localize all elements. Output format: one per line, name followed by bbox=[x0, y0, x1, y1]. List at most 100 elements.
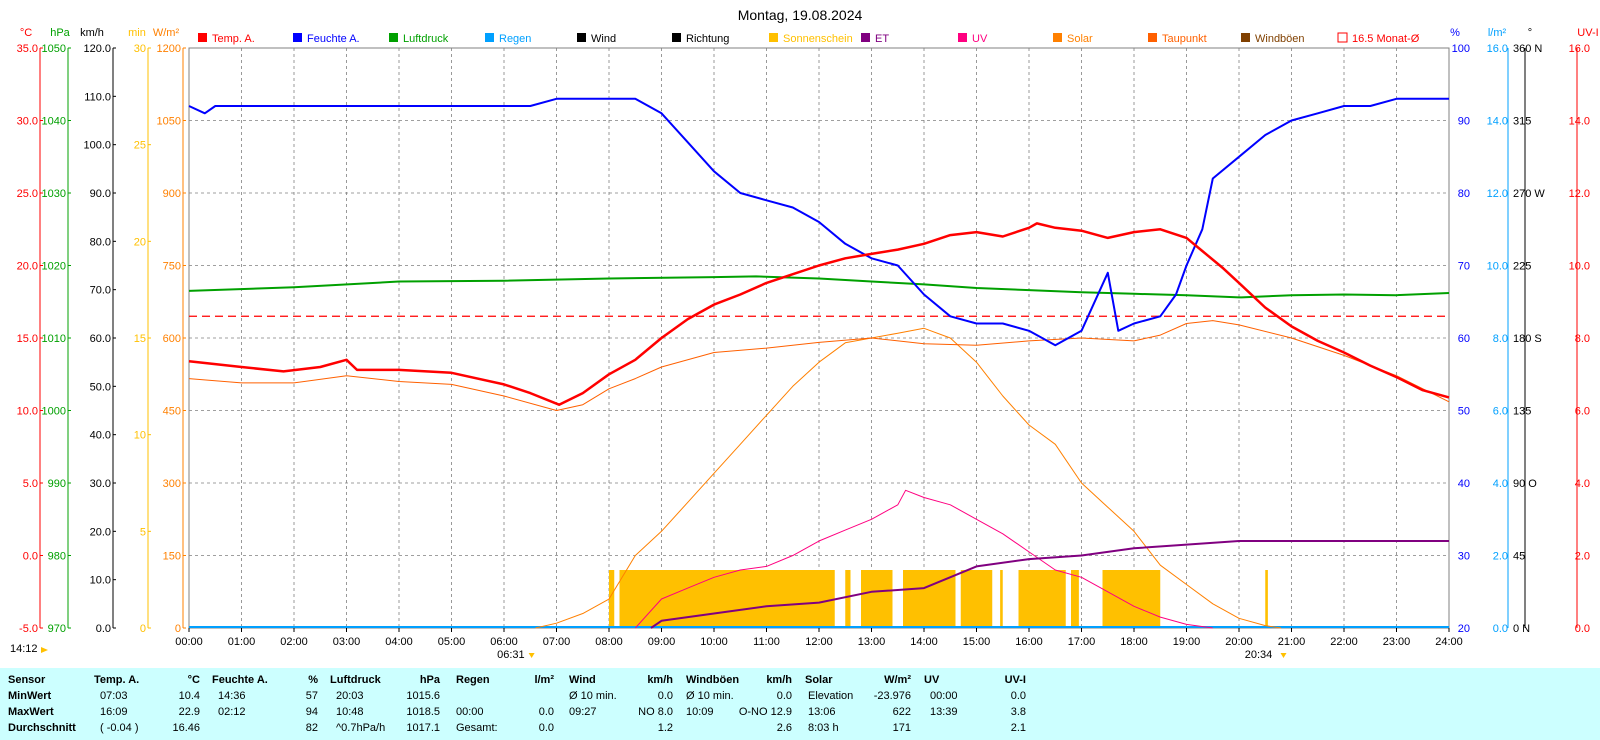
left-axis-label-1: 980 bbox=[48, 551, 66, 563]
stats-header-temp: Temp. A. bbox=[94, 674, 140, 686]
stats-avg-note-temp: ( -0.04 ) bbox=[100, 722, 139, 734]
legend-label-humidity: Feuchte A. bbox=[307, 33, 360, 45]
stats-avg-wind: 1.2 bbox=[657, 722, 673, 734]
stats-row-label: Durchschnitt bbox=[8, 722, 76, 734]
stats-max-time-gusts: 10:09 bbox=[686, 706, 714, 718]
stats-avg-solar: 171 bbox=[892, 722, 911, 734]
left-axis-label-2: 70.0 bbox=[90, 285, 111, 297]
right-axis-label-0: 60 bbox=[1458, 333, 1470, 345]
left-axis-label-1: 1020 bbox=[42, 261, 66, 273]
legend-swatch-pressure bbox=[389, 33, 398, 42]
stats-min-time-gusts: Ø 10 min. bbox=[686, 690, 734, 702]
legend-swatch-rain bbox=[485, 33, 494, 42]
left-axis-label-4: 0 bbox=[175, 623, 181, 635]
left-axis-label-4: 900 bbox=[163, 188, 181, 200]
right-axis-label-0: 90 bbox=[1458, 116, 1470, 128]
left-axis-unit-4: W/m² bbox=[153, 27, 180, 39]
left-axis-label-1: 1010 bbox=[42, 333, 66, 345]
left-axis-label-0: 35.0 bbox=[17, 43, 38, 55]
x-tick-label: 08:00 bbox=[595, 636, 623, 648]
stats-header-humidity: Feuchte A. bbox=[212, 674, 268, 686]
stats-row-label: MaxWert bbox=[8, 706, 54, 718]
stats-min-wind: 0.0 bbox=[657, 690, 673, 702]
left-axis-label-3: 5 bbox=[140, 526, 146, 538]
legend-label-pressure: Luftdruck bbox=[403, 33, 449, 45]
legend-label-direction: Richtung bbox=[686, 33, 729, 45]
sunset-label: 20:34 bbox=[1245, 649, 1273, 661]
left-axis-unit-1: hPa bbox=[50, 27, 70, 39]
sunshine-bar bbox=[1071, 570, 1079, 628]
sunshine-bar bbox=[861, 570, 893, 628]
stats-max-pressure: 1018.5 bbox=[406, 706, 440, 718]
legend-swatch-uv bbox=[958, 33, 967, 42]
left-axis-label-1: 1030 bbox=[42, 188, 66, 200]
left-axis-label-4: 150 bbox=[163, 551, 181, 563]
stats-header-solar: Solar bbox=[805, 674, 833, 686]
x-tick-label: 24:00 bbox=[1435, 636, 1463, 648]
chart-legend: Temp. A. Feuchte A. Luftdruck Regen Wind Rich… bbox=[198, 32, 1420, 45]
pressure-line bbox=[188, 275, 1450, 299]
stats-max-wind: NO 8.0 bbox=[638, 706, 673, 718]
right-axis-label-3: 0.0 bbox=[1575, 623, 1590, 635]
legend-label-solar: Solar bbox=[1067, 33, 1093, 45]
right-axis-label-1: 10.0 bbox=[1487, 261, 1508, 273]
stats-max-time-temp: 16:09 bbox=[100, 706, 128, 718]
stats-max-uv: 3.8 bbox=[1010, 706, 1026, 718]
left-axis-label-0: 25.0 bbox=[17, 188, 38, 200]
legend-label-temp: Temp. A. bbox=[212, 33, 255, 45]
left-axis-label-2: 90.0 bbox=[90, 188, 111, 200]
sunset-arrow bbox=[1280, 653, 1287, 658]
right-axis-label-1: 6.0 bbox=[1493, 406, 1508, 418]
left-axis-label-4: 750 bbox=[163, 261, 181, 273]
right-axis-label-2: 0 N bbox=[1513, 623, 1530, 635]
right-axis-label-3: 6.0 bbox=[1575, 406, 1590, 418]
stats-header-pressure: Luftdruck bbox=[330, 674, 381, 686]
legend-swatch-wind bbox=[577, 33, 586, 42]
time-markers: 14:12 06:31 20:34 bbox=[10, 643, 1287, 661]
stats-row-label: Sensor bbox=[8, 674, 46, 686]
stats-min-solar: -23.976 bbox=[873, 690, 911, 702]
stats-max-time-humidity: 02:12 bbox=[218, 706, 246, 718]
stats-avg-note-solar: 8:03 h bbox=[808, 722, 839, 734]
dewpoint-line bbox=[188, 320, 1450, 411]
x-tick-label: 17:00 bbox=[1068, 636, 1096, 648]
sunrise-arrow bbox=[528, 653, 535, 658]
stats-max-time-solar: 13:06 bbox=[808, 706, 836, 718]
right-axis-label-1: 14.0 bbox=[1487, 116, 1508, 128]
x-tick-label: 03:00 bbox=[333, 636, 361, 648]
stats-unit-temp: °C bbox=[187, 674, 200, 686]
left-axis-label-0: 20.0 bbox=[17, 261, 38, 273]
stats-avg-uv: 2.1 bbox=[1010, 722, 1026, 734]
left-axis-label-3: 15 bbox=[134, 333, 146, 345]
stats-max-time-wind: 09:27 bbox=[569, 706, 597, 718]
stats-row-label: MinWert bbox=[8, 690, 52, 702]
x-tick-label: 20:00 bbox=[1225, 636, 1253, 648]
left-axis-label-2: 60.0 bbox=[90, 333, 111, 345]
left-axis-label-2: 0.0 bbox=[96, 623, 111, 635]
left-axis-label-1: 970 bbox=[48, 623, 66, 635]
right-axis-label-0: 100 bbox=[1452, 43, 1470, 55]
right-axis-label-3: 14.0 bbox=[1569, 116, 1590, 128]
legend-swatch-solar bbox=[1053, 33, 1062, 42]
left-axis-label-3: 10 bbox=[134, 430, 146, 442]
left-axis-label-2: 50.0 bbox=[90, 381, 111, 393]
x-tick-label: 11:00 bbox=[753, 636, 780, 648]
temperature-line bbox=[188, 222, 1450, 406]
x-tick-label: 05:00 bbox=[438, 636, 466, 648]
right-axis-label-1: 2.0 bbox=[1493, 551, 1508, 563]
right-axis-label-1: 8.0 bbox=[1493, 333, 1508, 345]
legend-label-uv: UV bbox=[972, 33, 988, 45]
x-tick-label: 01:00 bbox=[228, 636, 256, 648]
x-tick-label: 22:00 bbox=[1330, 636, 1358, 648]
stats-avg-temp: 16.46 bbox=[172, 722, 200, 734]
right-axis-label-2: 225 bbox=[1513, 261, 1531, 273]
solar-line bbox=[535, 327, 1282, 629]
right-axis-label-0: 40 bbox=[1458, 478, 1470, 490]
left-axis-label-3: 30 bbox=[134, 43, 146, 55]
sunshine-bar bbox=[845, 570, 851, 628]
left-axis-label-1: 1000 bbox=[42, 406, 66, 418]
right-axis-label-2: 90 O bbox=[1513, 478, 1537, 490]
left-axis-unit-3: min bbox=[128, 27, 146, 39]
left-axis-label-3: 0 bbox=[140, 623, 146, 635]
left-axis-label-1: 990 bbox=[48, 478, 66, 490]
